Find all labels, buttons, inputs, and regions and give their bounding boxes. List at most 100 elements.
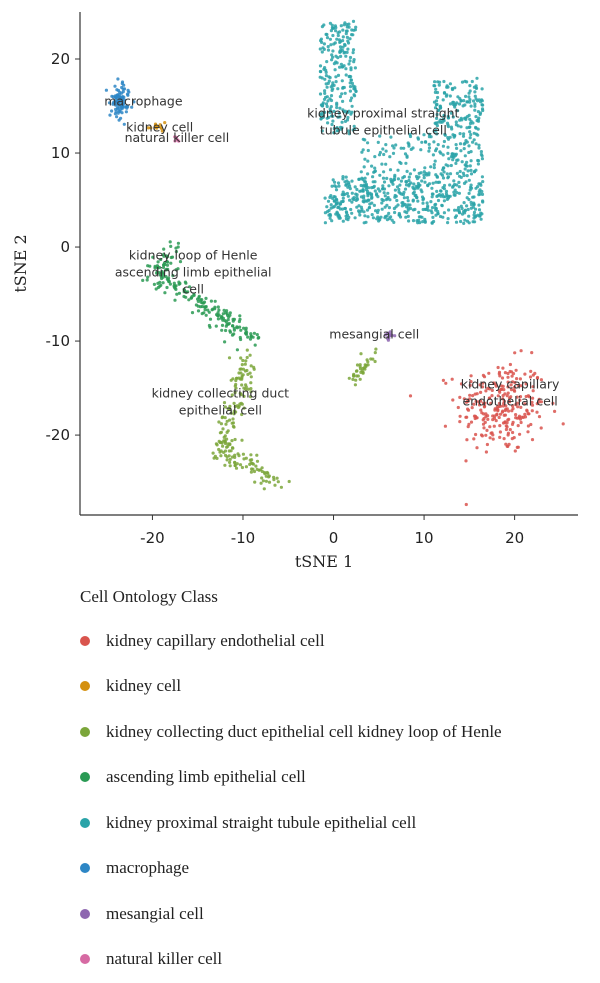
- data-point: [527, 395, 531, 399]
- data-point: [324, 70, 328, 74]
- x-tick-label: -20: [140, 529, 165, 547]
- data-point: [469, 104, 473, 108]
- data-point: [474, 126, 478, 130]
- data-point: [530, 438, 535, 442]
- data-point: [238, 367, 242, 371]
- data-point: [439, 189, 443, 193]
- legend-item: ascending limb epithelial cell: [80, 755, 590, 801]
- data-point: [515, 395, 519, 399]
- data-point: [327, 115, 331, 119]
- data-point: [466, 399, 470, 403]
- data-point: [457, 102, 462, 106]
- data-point: [432, 166, 436, 170]
- data-point: [331, 87, 335, 91]
- data-point: [240, 465, 244, 470]
- data-point: [321, 113, 325, 117]
- data-point: [509, 388, 514, 392]
- data-point: [161, 281, 165, 285]
- data-point: [338, 95, 342, 99]
- data-point: [476, 133, 480, 137]
- data-point: [225, 455, 229, 459]
- data-point: [325, 36, 330, 40]
- data-point: [469, 172, 474, 176]
- data-point: [384, 143, 388, 147]
- data-point: [207, 323, 211, 328]
- data-point: [561, 422, 565, 426]
- data-point: [524, 394, 528, 399]
- data-point: [232, 401, 236, 405]
- data-point: [498, 435, 502, 439]
- data-point: [506, 375, 510, 379]
- data-point: [237, 319, 241, 324]
- data-point: [169, 261, 173, 265]
- data-point: [120, 81, 124, 86]
- data-point: [397, 190, 401, 194]
- data-point: [350, 211, 354, 215]
- data-point: [516, 405, 520, 409]
- data-point: [510, 404, 515, 408]
- data-point: [528, 375, 533, 379]
- data-point: [146, 275, 150, 279]
- data-point: [408, 203, 412, 207]
- data-point: [233, 463, 237, 468]
- data-point: [159, 257, 163, 262]
- data-point: [361, 370, 365, 374]
- data-point: [489, 401, 493, 405]
- data-point: [390, 218, 394, 222]
- data-point: [165, 259, 169, 264]
- data-point: [451, 133, 455, 137]
- data-point: [197, 296, 201, 300]
- data-point: [463, 141, 467, 145]
- data-point: [330, 122, 334, 127]
- data-point: [423, 180, 427, 184]
- data-point: [351, 48, 356, 52]
- data-point: [115, 115, 119, 119]
- data-point: [382, 152, 386, 157]
- data-point: [334, 188, 339, 192]
- data-point: [476, 118, 480, 122]
- data-point: [154, 287, 158, 291]
- data-point: [473, 392, 477, 396]
- data-point: [455, 191, 459, 195]
- data-point: [397, 187, 401, 191]
- data-point: [328, 107, 332, 111]
- data-point: [454, 143, 458, 147]
- data-point: [455, 109, 460, 113]
- data-point: [458, 97, 462, 101]
- data-point: [412, 182, 416, 186]
- data-point: [457, 185, 461, 189]
- data-point: [437, 120, 441, 124]
- data-point: [242, 394, 246, 398]
- data-point: [468, 98, 472, 102]
- data-point: [490, 388, 494, 392]
- data-point: [347, 75, 351, 79]
- data-point: [445, 84, 449, 88]
- data-point: [227, 321, 231, 326]
- data-point: [456, 405, 460, 410]
- data-point: [235, 325, 239, 329]
- data-point: [126, 88, 130, 92]
- data-point: [502, 388, 506, 392]
- data-point: [482, 375, 487, 379]
- data-point: [249, 453, 253, 457]
- cluster-label: kidney capillary endothelial cell: [461, 376, 560, 408]
- data-point: [141, 278, 145, 282]
- data-point: [249, 387, 253, 391]
- data-point: [329, 105, 333, 109]
- legend-item: mesangial cell: [80, 891, 590, 937]
- data-point: [393, 210, 397, 215]
- data-point: [433, 80, 437, 84]
- data-point: [451, 398, 455, 402]
- data-point: [365, 199, 369, 203]
- data-point: [149, 126, 153, 130]
- data-point: [216, 317, 220, 321]
- data-point: [461, 134, 466, 138]
- data-point: [341, 196, 345, 200]
- data-point: [459, 99, 463, 103]
- data-point: [430, 206, 435, 210]
- data-point: [464, 459, 468, 463]
- data-point: [406, 141, 410, 145]
- data-point: [394, 205, 398, 209]
- data-point: [436, 95, 440, 100]
- data-point: [113, 95, 118, 100]
